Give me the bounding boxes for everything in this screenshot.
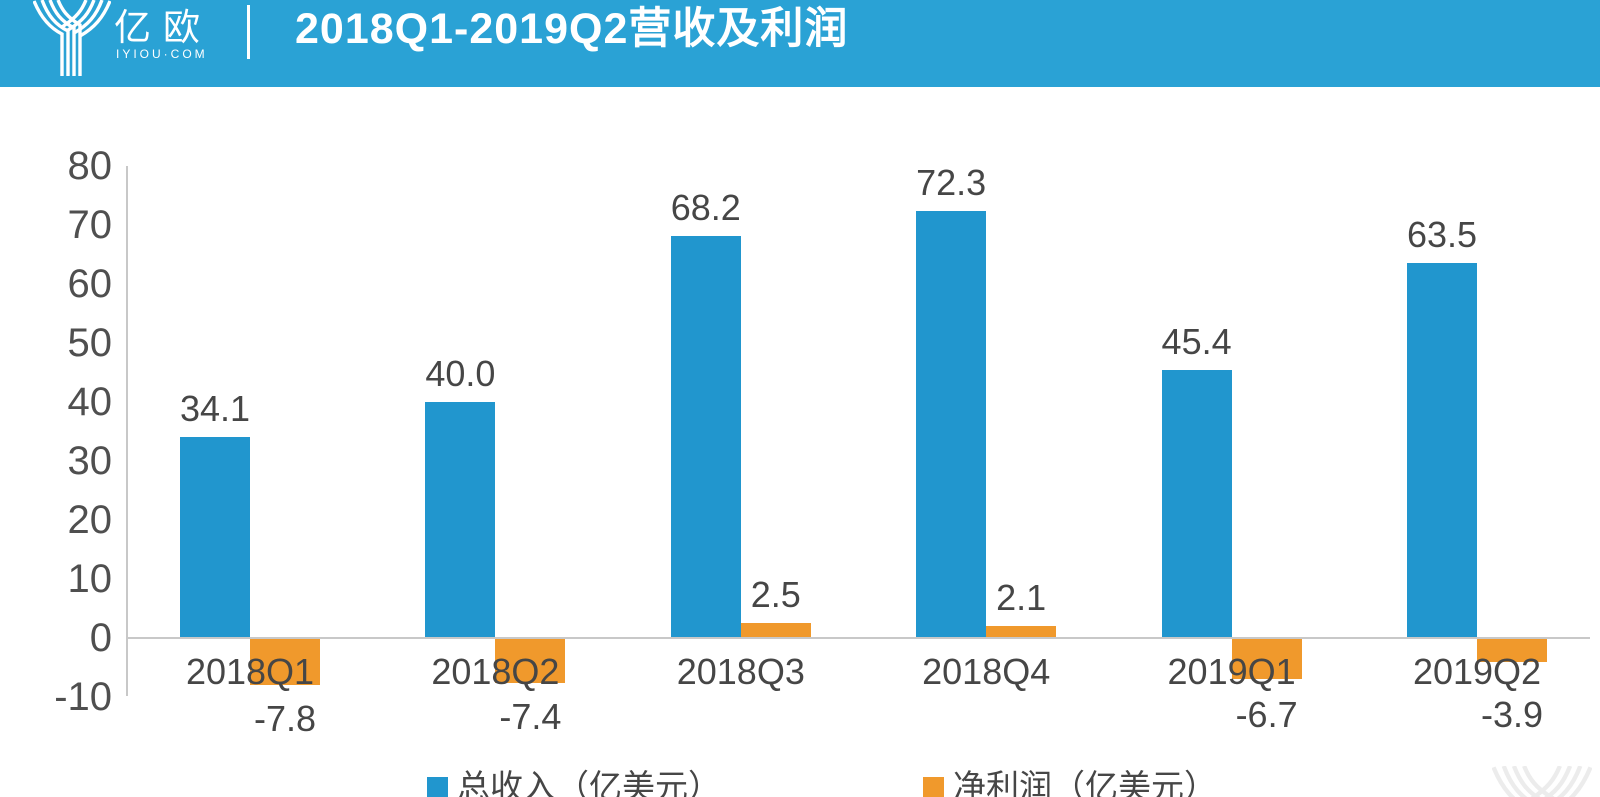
profit-value-label-2018Q4: 2.1 [996, 576, 1047, 618]
x-axis-label-2018Q3: 2018Q3 [676, 651, 805, 692]
profit-bar-2018Q2 [495, 639, 566, 683]
y-axis-tick-60: 60 [67, 262, 113, 306]
x-axis-label-2018Q2: 2018Q2 [431, 651, 560, 692]
profit-value-label-2018Q2: -7.4 [499, 695, 562, 737]
iyiou-logo-icon [33, 0, 111, 76]
profit-value-label-2018Q3: 2.5 [750, 574, 801, 616]
profit-value-label-2018Q1: -7.8 [253, 698, 317, 740]
y-axis-tick-30: 30 [67, 439, 113, 483]
page-title: 2018Q1-2019Q2营收及利润 [295, 5, 849, 53]
revenue-bar-2019Q1 [1161, 370, 1232, 638]
x-axis-label-2019Q1: 2019Q1 [1167, 651, 1296, 692]
revenue-value-label-2018Q3: 68.2 [670, 186, 741, 228]
revenue-bar-2019Q2 [1407, 263, 1477, 638]
revenue-bar-2018Q2 [425, 402, 496, 638]
revenue-value-label-2018Q2: 40.0 [425, 353, 496, 394]
x-axis-label-2018Q4: 2018Q4 [922, 651, 1051, 692]
y-axis-tick-0: 0 [89, 616, 112, 660]
profit-bar-2018Q1 [250, 639, 320, 686]
profit-bar-2018Q4 [986, 625, 1057, 638]
legend-label-revenue: 总收入（亿美元） [457, 768, 721, 797]
y-axis-line [126, 166, 128, 696]
profit-value-label-2019Q2: -3.9 [1480, 694, 1544, 735]
profit-bar-2018Q3 [740, 623, 811, 638]
header-bar: 亿欧 IYIOU·COM 2018Q1-2019Q2营收及利润 [0, 0, 1600, 87]
brand-domain: IYIOU·COM [116, 47, 208, 61]
legend-swatch-revenue [427, 777, 448, 797]
legend-label-profit: 净利润（亿美元） [953, 768, 1217, 797]
header-divider [247, 5, 250, 59]
x-axis-zero-line [126, 637, 1590, 639]
profit-bar-2019Q1 [1231, 639, 1302, 679]
brand-name: 亿欧 [114, 7, 212, 48]
y-axis-tick-70: 70 [67, 203, 113, 247]
revenue-value-label-2019Q1: 45.4 [1161, 321, 1232, 363]
y-axis-tick--10: -10 [54, 675, 112, 719]
profit-value-label-2019Q1: -6.7 [1235, 694, 1298, 735]
iyiou-watermark-icon [1492, 766, 1592, 797]
profit-bar-2019Q2 [1477, 639, 1547, 662]
revenue-bar-2018Q4 [916, 211, 987, 638]
x-axis-label-2019Q2: 2019Q2 [1412, 651, 1542, 692]
y-axis-tick-80: 80 [67, 144, 113, 188]
revenue-value-label-2018Q4: 72.3 [916, 162, 987, 204]
revenue-bar-2018Q1 [180, 436, 250, 638]
revenue-value-label-2019Q2: 63.5 [1406, 214, 1478, 256]
y-axis-tick-10: 10 [67, 557, 113, 601]
legend-swatch-profit [923, 777, 944, 797]
revenue-value-label-2018Q1: 34.1 [179, 387, 251, 429]
y-axis-tick-40: 40 [67, 380, 113, 424]
y-axis-tick-50: 50 [67, 321, 113, 365]
x-axis-label-2018Q1: 2018Q1 [185, 651, 315, 692]
revenue-bar-2018Q3 [670, 235, 741, 638]
y-axis-tick-20: 20 [67, 498, 113, 542]
